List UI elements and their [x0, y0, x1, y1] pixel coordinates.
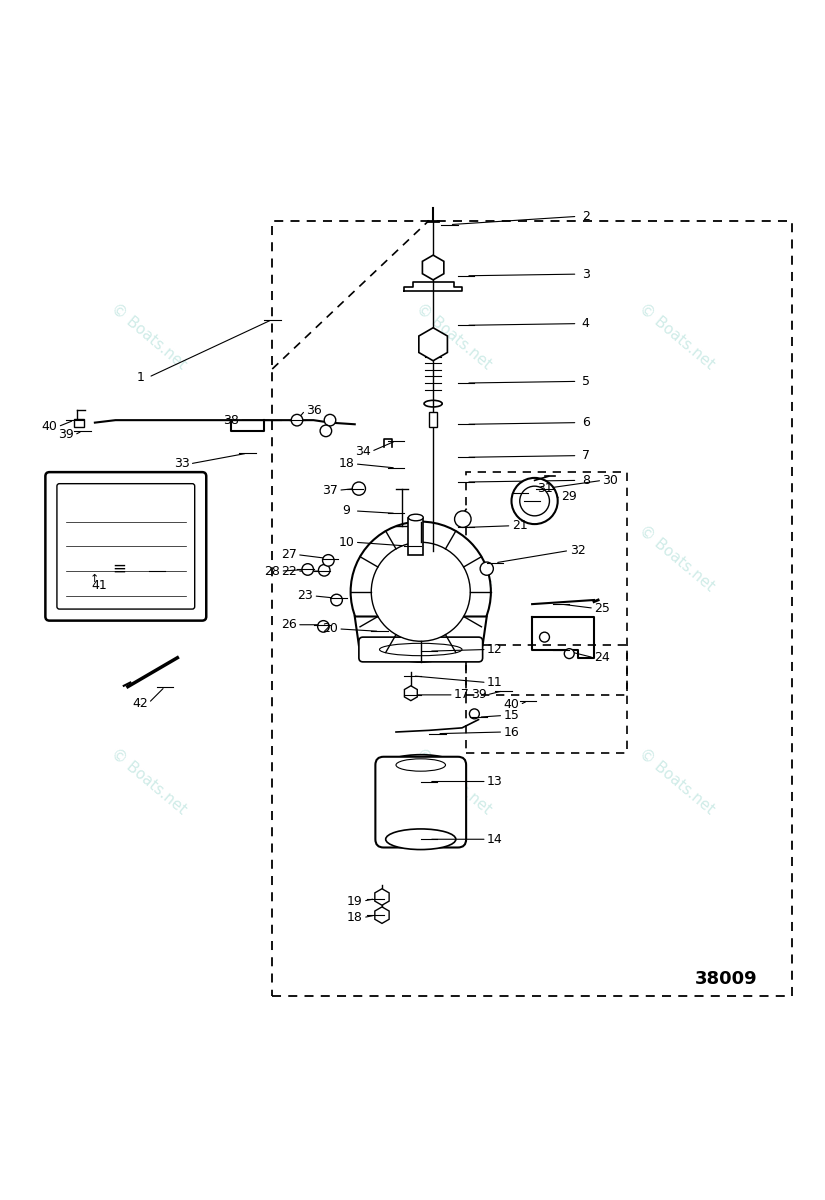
Text: 37: 37	[322, 484, 338, 497]
Text: 19: 19	[346, 895, 363, 907]
Bar	[429, 412, 437, 427]
Text: 14: 14	[487, 833, 503, 846]
Text: © Boats.net: © Boats.net	[108, 745, 189, 817]
Text: 21: 21	[512, 520, 528, 533]
FancyBboxPatch shape	[45, 472, 206, 620]
Circle shape	[455, 511, 471, 528]
Bar	[466, 472, 627, 695]
Text: 11: 11	[487, 676, 503, 689]
Text: ≡: ≡	[113, 559, 126, 577]
Text: ↑: ↑	[90, 575, 100, 584]
Text: 6: 6	[582, 416, 590, 430]
Circle shape	[323, 554, 334, 566]
Circle shape	[469, 709, 479, 719]
Text: 29: 29	[561, 491, 577, 503]
Text: 30: 30	[602, 474, 619, 487]
Circle shape	[540, 632, 549, 642]
Circle shape	[371, 542, 470, 641]
Text: 8: 8	[582, 474, 590, 487]
Text: 18: 18	[346, 911, 363, 924]
Text: 40: 40	[503, 698, 520, 712]
Bar	[466, 646, 627, 752]
Text: 20: 20	[322, 623, 338, 635]
Ellipse shape	[386, 755, 455, 775]
Text: 25: 25	[594, 601, 610, 614]
Circle shape	[564, 649, 574, 659]
Text: © Boats.net: © Boats.net	[413, 745, 494, 817]
Text: 38009: 38009	[695, 971, 757, 989]
Text: © Boats.net: © Boats.net	[108, 300, 189, 372]
Text: © Boats.net: © Boats.net	[636, 300, 717, 372]
Bar	[408, 517, 423, 554]
Text: 5: 5	[582, 374, 590, 388]
Text: 7: 7	[582, 449, 590, 462]
Text: 32: 32	[569, 544, 586, 557]
Text: 26: 26	[280, 618, 297, 631]
Text: 34: 34	[355, 445, 371, 458]
Text: © Boats.net: © Boats.net	[413, 300, 494, 372]
Text: © Boats.net: © Boats.net	[636, 745, 717, 817]
Circle shape	[302, 564, 314, 575]
Text: © Boats.net: © Boats.net	[636, 523, 717, 594]
Bar	[74, 419, 84, 427]
Ellipse shape	[408, 514, 423, 521]
Text: 24: 24	[594, 652, 610, 665]
Text: 13: 13	[487, 775, 503, 788]
Circle shape	[291, 414, 303, 426]
Text: 4: 4	[582, 317, 590, 330]
Ellipse shape	[396, 758, 446, 772]
Text: 3: 3	[582, 268, 590, 281]
Text: 23: 23	[297, 589, 314, 602]
Text: 18: 18	[338, 457, 355, 470]
Text: © Boats.net: © Boats.net	[413, 523, 494, 594]
Circle shape	[351, 522, 491, 662]
Circle shape	[352, 482, 365, 496]
Text: 22: 22	[280, 565, 297, 577]
Text: 10: 10	[338, 535, 355, 548]
Text: 31: 31	[536, 482, 553, 496]
Text: © Boats.net: © Boats.net	[108, 523, 189, 594]
Circle shape	[320, 425, 332, 437]
Text: 38: 38	[223, 414, 239, 427]
Text: 16: 16	[503, 726, 520, 738]
Text: 39: 39	[470, 689, 487, 701]
Text: 12: 12	[487, 643, 503, 656]
Text: 39: 39	[58, 428, 74, 442]
Text: 2: 2	[582, 210, 590, 223]
FancyBboxPatch shape	[375, 757, 466, 847]
Polygon shape	[355, 617, 487, 646]
Text: 27: 27	[280, 548, 297, 562]
Circle shape	[331, 594, 342, 606]
Ellipse shape	[386, 829, 455, 850]
Text: 41: 41	[91, 578, 107, 592]
Circle shape	[480, 562, 493, 575]
Text: 40: 40	[41, 420, 58, 433]
Text: 36: 36	[305, 403, 322, 416]
Circle shape	[318, 564, 330, 576]
Circle shape	[318, 620, 329, 632]
Text: 17: 17	[454, 689, 470, 701]
Text: 9: 9	[342, 504, 351, 517]
Text: 15: 15	[503, 709, 520, 722]
Circle shape	[324, 414, 336, 426]
Text: 42: 42	[132, 697, 148, 709]
Text: 33: 33	[173, 457, 190, 470]
Text: 28: 28	[264, 565, 280, 577]
Bar	[272, 221, 792, 996]
FancyBboxPatch shape	[359, 637, 483, 662]
Text: 1: 1	[136, 371, 144, 384]
FancyBboxPatch shape	[57, 484, 195, 610]
Circle shape	[512, 478, 558, 524]
